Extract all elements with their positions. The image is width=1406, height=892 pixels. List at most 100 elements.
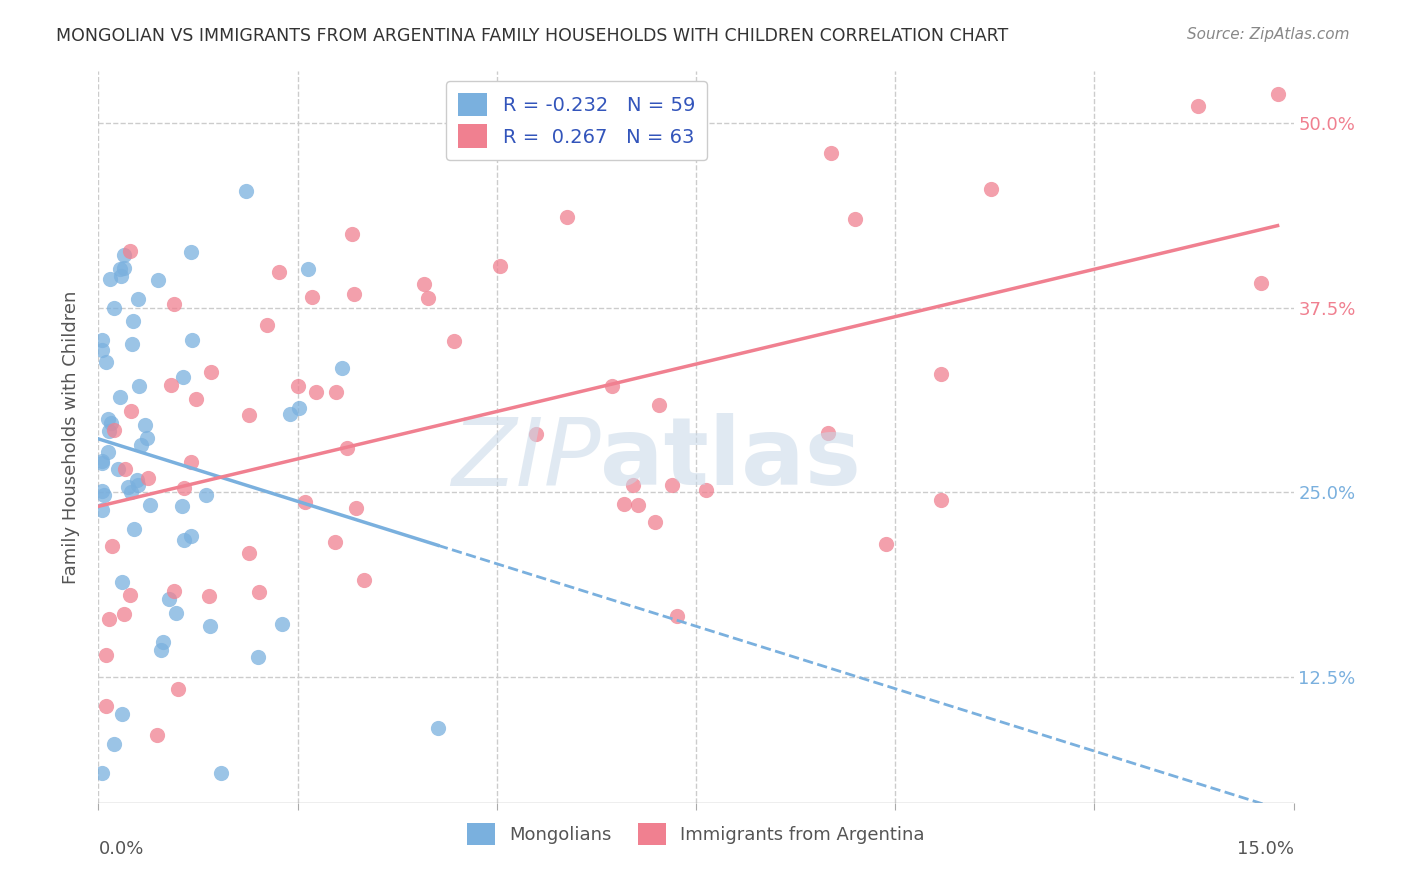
Point — [91, 484, 114, 499]
Point — [127, 293, 149, 307]
Text: 0.0%: 0.0% — [98, 839, 143, 858]
Point — [112, 260, 135, 275]
Point — [128, 378, 150, 392]
Point — [163, 297, 186, 311]
Point — [197, 590, 219, 604]
Point — [929, 493, 952, 508]
Point — [875, 537, 897, 551]
Point — [93, 488, 115, 502]
Point — [118, 244, 141, 259]
Point — [555, 210, 578, 224]
Point — [91, 766, 114, 780]
Point — [269, 265, 291, 279]
Point — [100, 416, 122, 430]
Point — [97, 612, 120, 626]
Point — [195, 488, 218, 502]
Point — [110, 268, 132, 283]
Point — [426, 721, 449, 735]
Point — [844, 212, 866, 227]
Point — [91, 456, 114, 470]
Point — [524, 427, 547, 442]
Point — [129, 438, 152, 452]
Point — [343, 286, 366, 301]
Point — [120, 588, 142, 602]
Point — [149, 643, 172, 657]
Text: MONGOLIAN VS IMMIGRANTS FROM ARGENTINA FAMILY HOUSEHOLDS WITH CHILDREN CORRELATI: MONGOLIAN VS IMMIGRANTS FROM ARGENTINA F… — [56, 27, 1008, 45]
Point — [644, 516, 666, 530]
Point — [1250, 277, 1272, 291]
Point — [304, 384, 326, 399]
Point — [1187, 99, 1209, 113]
Text: 15.0%: 15.0% — [1236, 839, 1294, 858]
Point — [120, 485, 142, 500]
Point — [342, 227, 364, 242]
Point — [111, 707, 134, 722]
Point — [120, 404, 142, 418]
Point — [98, 424, 121, 438]
Point — [235, 184, 257, 198]
Point — [172, 370, 194, 384]
Point — [127, 478, 149, 492]
Point — [96, 699, 118, 714]
Point — [271, 616, 294, 631]
Point — [336, 441, 359, 455]
Point — [114, 462, 136, 476]
Point — [180, 333, 202, 347]
Point — [695, 483, 717, 498]
Point — [256, 318, 278, 332]
Point — [198, 619, 221, 633]
Point — [247, 649, 270, 664]
Point — [666, 608, 689, 623]
Point — [163, 583, 186, 598]
Point — [297, 261, 319, 276]
Point — [980, 182, 1002, 196]
Point — [173, 481, 195, 495]
Point — [209, 766, 232, 780]
Point — [146, 728, 169, 742]
Point — [648, 398, 671, 412]
Point — [344, 500, 367, 515]
Point — [929, 368, 952, 382]
Point — [146, 273, 169, 287]
Point — [91, 343, 114, 357]
Point — [820, 145, 842, 160]
Point — [138, 499, 160, 513]
Point — [167, 682, 190, 697]
Point — [125, 473, 148, 487]
Point — [200, 365, 222, 379]
Point — [325, 384, 347, 399]
Point — [613, 498, 636, 512]
Point — [96, 648, 118, 663]
Point — [180, 245, 202, 260]
Point — [91, 503, 114, 517]
Point — [817, 426, 839, 441]
Point — [108, 390, 131, 404]
Point — [172, 499, 194, 513]
Point — [186, 392, 208, 406]
Point — [165, 606, 187, 620]
Point — [180, 529, 202, 543]
Text: atlas: atlas — [600, 413, 862, 505]
Point — [91, 334, 114, 348]
Point — [443, 334, 465, 348]
Point — [1267, 87, 1289, 101]
Text: ZIP: ZIP — [451, 414, 600, 505]
Point — [294, 495, 316, 509]
Point — [122, 522, 145, 536]
Point — [685, 123, 707, 137]
Point — [97, 412, 120, 426]
Point — [122, 314, 145, 328]
Text: Source: ZipAtlas.com: Source: ZipAtlas.com — [1187, 27, 1350, 42]
Point — [134, 417, 156, 432]
Point — [602, 379, 624, 393]
Y-axis label: Family Households with Children: Family Households with Children — [62, 291, 80, 583]
Point — [112, 607, 135, 621]
Point — [97, 445, 120, 459]
Point — [103, 737, 125, 751]
Point — [278, 408, 301, 422]
Point — [91, 454, 114, 468]
Point — [96, 355, 118, 369]
Point — [288, 401, 311, 415]
Point — [287, 379, 309, 393]
Point — [136, 470, 159, 484]
